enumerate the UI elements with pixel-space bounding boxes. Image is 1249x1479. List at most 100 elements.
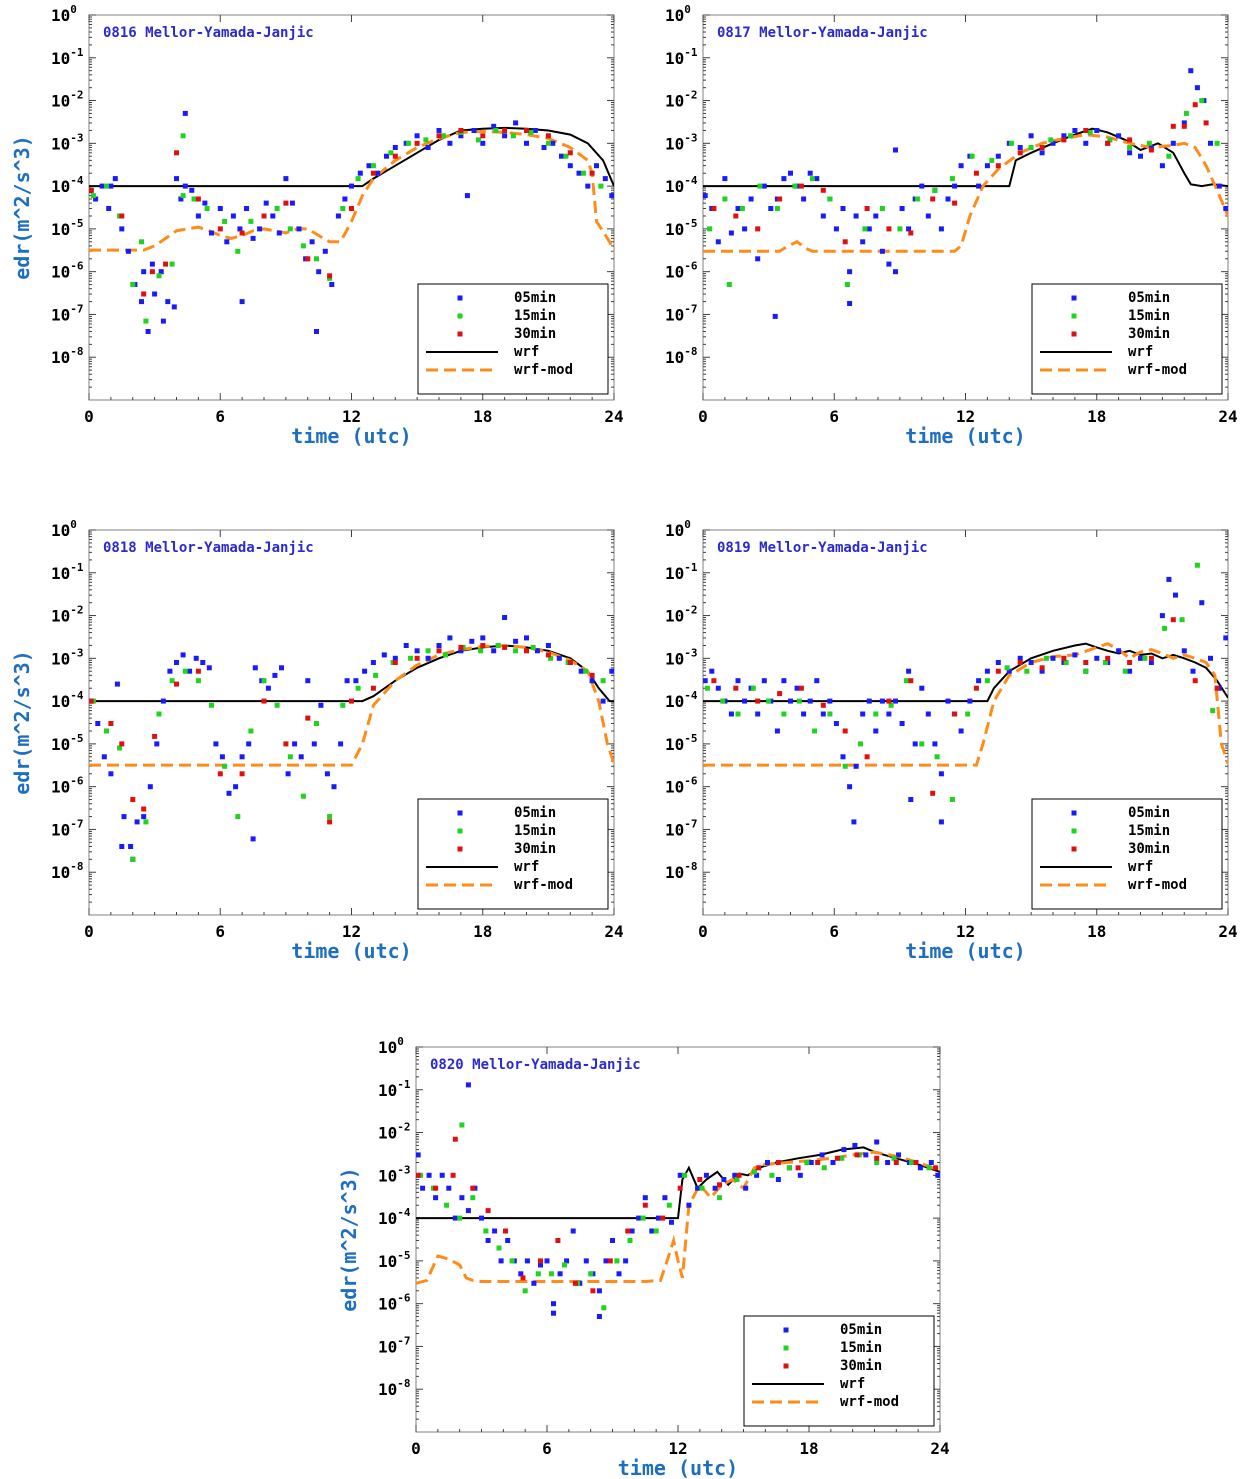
data-point-05min	[436, 128, 442, 133]
data-point-05min	[257, 226, 263, 232]
data-point-05min	[1006, 668, 1012, 674]
data-point-05min	[502, 133, 508, 139]
data-point-30min	[798, 685, 804, 691]
data-point-05min	[917, 1165, 923, 1171]
data-point-15min	[598, 183, 604, 189]
data-point-15min	[844, 282, 850, 287]
data-point-05min	[589, 678, 595, 684]
data-point-15min	[204, 206, 210, 211]
data-point-05min	[603, 1258, 609, 1264]
y-tick-exponent: 0	[70, 3, 77, 16]
data-point-30min	[436, 648, 442, 654]
y-tick-base: 10	[665, 348, 684, 367]
data-point-30min	[1039, 665, 1045, 671]
data-point-15min	[792, 183, 798, 189]
data-point-30min	[163, 261, 169, 267]
data-point-05min	[847, 301, 853, 306]
data-point-15min	[720, 698, 726, 704]
data-point-05min	[820, 213, 826, 219]
data-point-05min	[1039, 150, 1045, 156]
data-point-05min	[761, 678, 767, 684]
data-point-30min	[480, 643, 486, 648]
data-point-05min	[801, 711, 807, 717]
data-point-15min	[156, 711, 162, 717]
data-point-05min	[217, 206, 223, 211]
y-tick-exponent: -4	[397, 1206, 411, 1219]
data-point-30min	[815, 1160, 821, 1165]
data-point-15min	[373, 672, 379, 678]
data-point-05min	[178, 196, 184, 202]
data-point-30min	[908, 230, 914, 236]
data-point-30min	[1127, 137, 1133, 143]
data-point-05min	[677, 1172, 683, 1178]
data-point-05min	[860, 711, 866, 717]
y-tick-label: 10-2	[51, 89, 84, 111]
data-point-05min	[518, 1271, 524, 1277]
data-point-15min	[707, 226, 713, 232]
data-point-15min	[842, 763, 848, 769]
data-point-05min	[165, 299, 171, 305]
data-point-05min	[141, 814, 147, 820]
data-point-05min	[852, 1142, 858, 1148]
data-point-15min	[891, 1155, 897, 1161]
x-tick-label: 12	[956, 407, 975, 426]
data-point-30min	[195, 196, 201, 202]
data-point-15min	[821, 1165, 827, 1171]
data-point-30min	[1127, 660, 1133, 665]
data-point-05min	[925, 213, 931, 219]
data-point-05min	[1017, 145, 1023, 150]
y-tick-base: 10	[51, 863, 70, 882]
data-point-15min	[1210, 708, 1216, 714]
data-point-05min	[649, 1228, 655, 1234]
data-point-05min	[250, 836, 256, 842]
legend-swatch-30min	[457, 331, 463, 337]
legend-label: wrf	[514, 344, 539, 360]
data-point-05min	[833, 721, 839, 726]
data-point-30min	[195, 668, 201, 674]
data-point-05min	[958, 728, 964, 734]
y-tick-base: 10	[378, 1209, 397, 1228]
data-point-05min	[480, 140, 486, 146]
data-point-05min	[797, 1172, 803, 1178]
y-tick-base: 10	[665, 305, 684, 324]
y-tick-exponent: -6	[684, 260, 698, 273]
data-point-05min	[801, 196, 807, 202]
data-point-15min	[180, 193, 186, 199]
data-point-15min	[839, 1155, 845, 1161]
data-point-05min	[576, 170, 582, 176]
data-point-30min	[933, 1165, 939, 1171]
data-point-05min	[485, 1238, 491, 1243]
data-point-05min	[213, 741, 219, 747]
data-point-30min	[1192, 678, 1198, 684]
y-tick-base: 10	[51, 607, 70, 626]
legend-swatch-05min	[457, 810, 463, 816]
data-point-15min	[726, 282, 732, 287]
data-point-05min	[114, 681, 120, 687]
plot-area	[416, 1082, 940, 1319]
x-tick-label: 18	[473, 407, 492, 426]
data-point-15min	[903, 678, 909, 684]
y-tick-exponent: -3	[397, 1163, 410, 1176]
data-point-05min	[1028, 660, 1034, 665]
data-point-05min	[755, 711, 761, 717]
data-point-05min	[425, 655, 431, 661]
y-tick-label: 10-7	[665, 817, 698, 839]
data-point-05min	[541, 145, 547, 150]
data-point-30min	[555, 1238, 561, 1243]
data-point-30min	[130, 797, 136, 802]
data-point-05min	[209, 230, 214, 236]
data-point-30min	[217, 771, 223, 777]
y-tick-label: 10-1	[665, 561, 698, 583]
data-point-15min	[191, 196, 197, 202]
data-point-05min	[967, 698, 973, 704]
data-point-05min	[285, 771, 291, 777]
data-point-30min	[572, 1280, 578, 1286]
y-tick-label: 10-1	[51, 561, 84, 583]
data-point-15min	[949, 797, 955, 802]
data-point-15min	[666, 1202, 672, 1208]
x-tick-label: 6	[215, 922, 225, 941]
x-tick-label: 12	[342, 922, 361, 941]
data-point-30min	[775, 1160, 781, 1165]
data-point-15min	[750, 685, 756, 691]
